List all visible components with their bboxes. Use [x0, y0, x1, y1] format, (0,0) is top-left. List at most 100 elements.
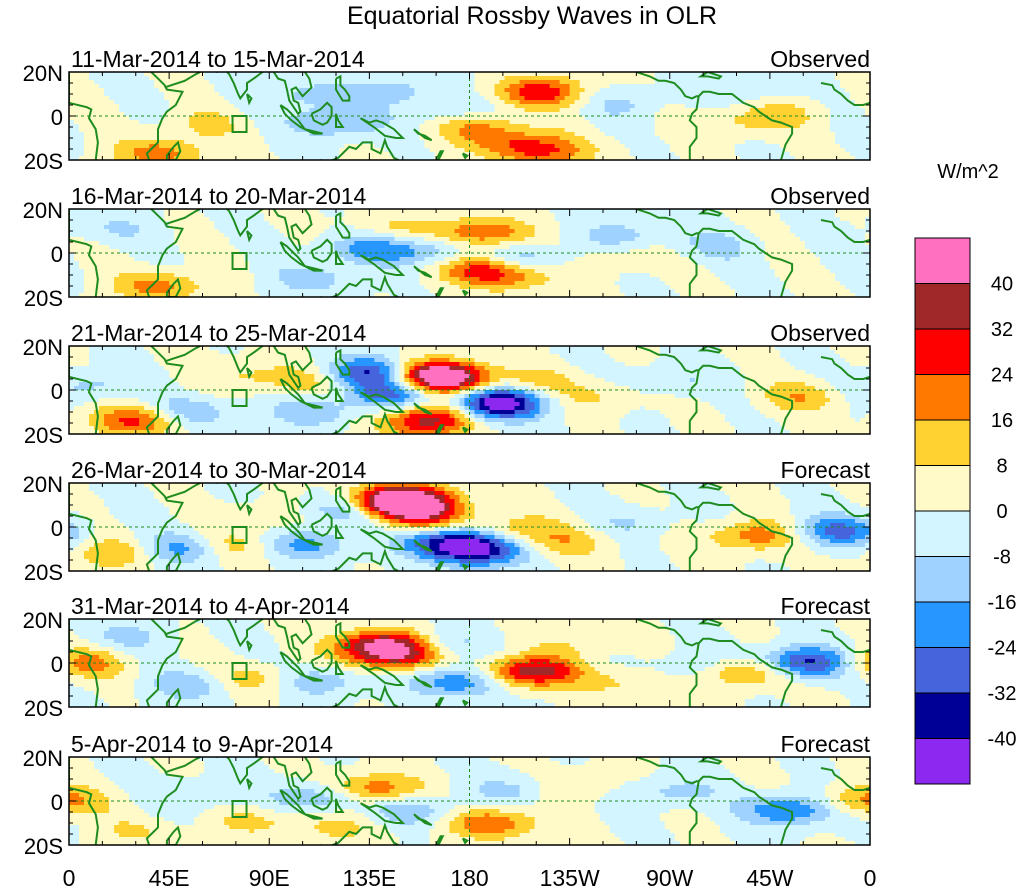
- field-cell: [114, 112, 120, 117]
- field-cell: [269, 88, 275, 93]
- field-cell: [579, 229, 586, 234]
- field-cell: [674, 213, 681, 218]
- field-cell: [844, 209, 851, 214]
- field-cell: [244, 152, 250, 157]
- field-cell: [429, 100, 436, 105]
- field-cell: [199, 108, 205, 113]
- field-cell: [229, 88, 235, 93]
- field-cell: [514, 96, 521, 101]
- field-cell: [239, 124, 245, 129]
- field-cell: [734, 128, 741, 133]
- field-cell: [384, 136, 390, 141]
- field-cell: [509, 144, 516, 149]
- field-cell: [304, 229, 310, 234]
- field-cell: [844, 100, 851, 105]
- field-cell: [564, 217, 571, 222]
- field-cell: [709, 104, 716, 109]
- field-cell: [164, 237, 170, 242]
- field-cell: [114, 136, 120, 141]
- field-cell: [684, 221, 691, 226]
- field-cell: [134, 221, 140, 226]
- field-cell: [629, 209, 636, 214]
- field-cell: [559, 136, 566, 141]
- field-cell: [264, 100, 270, 105]
- field-cell: [334, 104, 340, 109]
- field-cell: [174, 152, 180, 157]
- field-cell: [624, 124, 631, 129]
- field-cell: [729, 116, 736, 121]
- field-cell: [464, 72, 471, 77]
- field-cell: [104, 217, 110, 222]
- field-cell: [284, 132, 290, 137]
- field-cell: [809, 237, 816, 242]
- field-cell: [494, 132, 501, 137]
- field-cell: [474, 128, 481, 133]
- field-cell: [334, 100, 340, 105]
- field-cell: [479, 128, 486, 133]
- field-cell: [304, 221, 310, 226]
- field-cell: [759, 237, 766, 242]
- field-cell: [689, 237, 696, 242]
- field-cell: [479, 229, 486, 234]
- field-cell: [294, 213, 300, 218]
- field-cell: [629, 112, 636, 117]
- field-cell: [404, 233, 411, 238]
- field-cell: [234, 120, 240, 125]
- field-cell: [254, 100, 260, 105]
- field-cell: [839, 217, 846, 222]
- field-cell: [509, 241, 516, 246]
- field-cell: [349, 225, 355, 230]
- field-cell: [469, 140, 476, 145]
- field-cell: [444, 140, 451, 145]
- field-cell: [714, 100, 721, 105]
- field-cell: [294, 152, 300, 157]
- field-cell: [529, 144, 536, 149]
- field-cell: [329, 225, 335, 230]
- field-cell: [664, 72, 671, 77]
- field-cell: [479, 136, 486, 141]
- field-cell: [804, 88, 811, 93]
- field-cell: [474, 112, 481, 117]
- field-cell: [99, 88, 105, 93]
- field-cell: [789, 92, 796, 97]
- field-cell: [589, 112, 596, 117]
- field-cell: [764, 104, 771, 109]
- field-cell: [339, 88, 345, 93]
- field-cell: [514, 104, 521, 109]
- field-cell: [144, 148, 150, 153]
- field-cell: [94, 233, 100, 238]
- field-cell: [274, 237, 280, 242]
- field-cell: [709, 152, 716, 157]
- field-cell: [219, 217, 225, 222]
- field-cell: [514, 88, 521, 93]
- field-cell: [534, 76, 541, 81]
- field-cell: [564, 209, 571, 214]
- field-cell: [169, 136, 175, 141]
- field-cell: [529, 76, 536, 81]
- field-cell: [624, 136, 631, 141]
- field-cell: [359, 217, 365, 222]
- field-cell: [159, 128, 165, 133]
- field-cell: [644, 84, 651, 89]
- field-cell: [589, 124, 596, 129]
- field-cell: [264, 136, 270, 141]
- field-cell: [739, 233, 746, 238]
- field-cell: [514, 72, 521, 77]
- field-cell: [609, 209, 616, 214]
- field-cell: [214, 217, 220, 222]
- field-cell: [259, 76, 265, 81]
- field-cell: [604, 132, 611, 137]
- field-cell: [584, 229, 591, 234]
- field-cell: [574, 237, 581, 242]
- field-cell: [589, 237, 596, 242]
- field-cell: [304, 96, 310, 101]
- field-cell: [699, 128, 706, 133]
- field-cell: [334, 136, 340, 141]
- field-cell: [629, 124, 636, 129]
- field-cell: [559, 104, 566, 109]
- field-cell: [274, 225, 280, 230]
- field-cell: [489, 237, 496, 242]
- field-cell: [279, 100, 285, 105]
- field-cell: [259, 84, 265, 89]
- field-cell: [434, 132, 441, 137]
